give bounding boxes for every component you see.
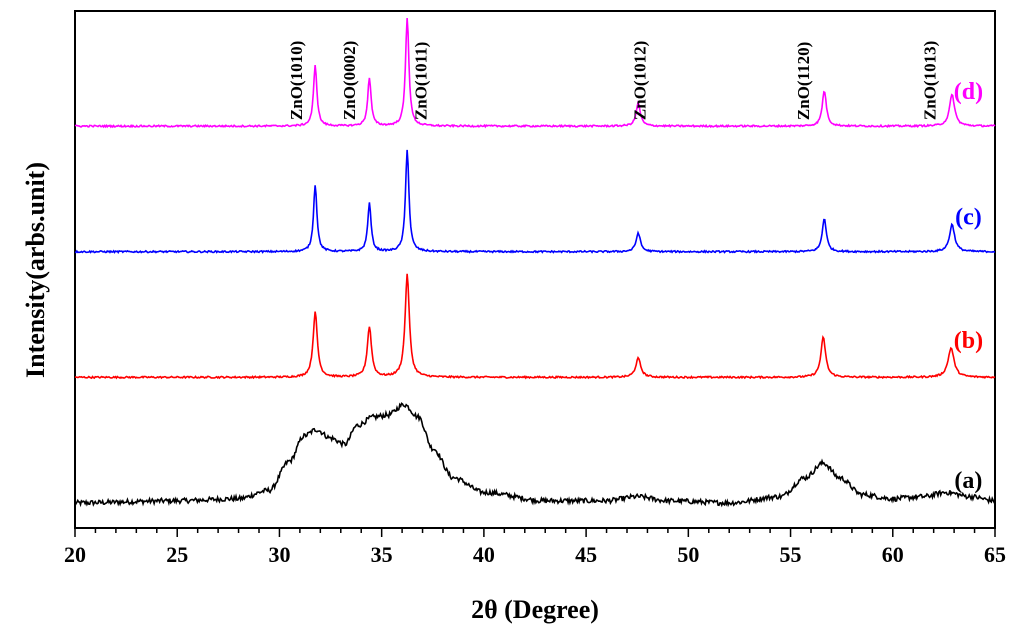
x-tick-label: 60 — [882, 542, 904, 567]
series-line-2 — [74, 273, 996, 380]
series-layer — [74, 18, 996, 508]
series-label-2: (b) — [954, 328, 983, 354]
series-labels: (a) (b) (c) (d) — [954, 79, 983, 494]
peak-annotation-5: ZnO(1120) — [794, 42, 813, 120]
y-axis-title: Intensity(arbs.unit) — [21, 162, 50, 378]
x-tick-label: 25 — [166, 542, 188, 567]
peak-annotation-1: ZnO(1010) — [287, 41, 306, 120]
series-line-1 — [74, 402, 996, 508]
series-line-3 — [74, 149, 996, 254]
x-axis-title: 2θ (Degree) — [471, 595, 599, 624]
x-tick-label: 65 — [984, 542, 1006, 567]
x-tick-label: 35 — [371, 542, 393, 567]
peak-annotation-4: ZnO(1012) — [630, 41, 649, 120]
x-tick-label: 45 — [575, 542, 597, 567]
plot-frame — [74, 10, 996, 529]
x-tick-label: 20 — [64, 542, 86, 567]
x-axis-ticks: 20 25 30 35 40 45 50 55 60 65 — [64, 528, 1006, 567]
peak-annotation-2: ZnO(0002) — [340, 41, 359, 120]
x-tick-label: 50 — [677, 542, 699, 567]
x-tick-label: 30 — [268, 542, 290, 567]
x-tick-label: 55 — [780, 542, 802, 567]
series-label-1: (a) — [954, 468, 982, 494]
series-label-3: (c) — [955, 204, 982, 230]
series-line-4 — [74, 18, 996, 129]
x-tick-label: 40 — [473, 542, 495, 567]
peak-annotations: ZnO(1010) ZnO(0002) ZnO(1011) ZnO(1012) ZnO(… — [287, 41, 940, 120]
peak-annotation-3: ZnO(1011) — [412, 42, 431, 120]
series-label-4: (d) — [954, 79, 983, 105]
peak-annotation-6: ZnO(1013) — [921, 41, 940, 120]
